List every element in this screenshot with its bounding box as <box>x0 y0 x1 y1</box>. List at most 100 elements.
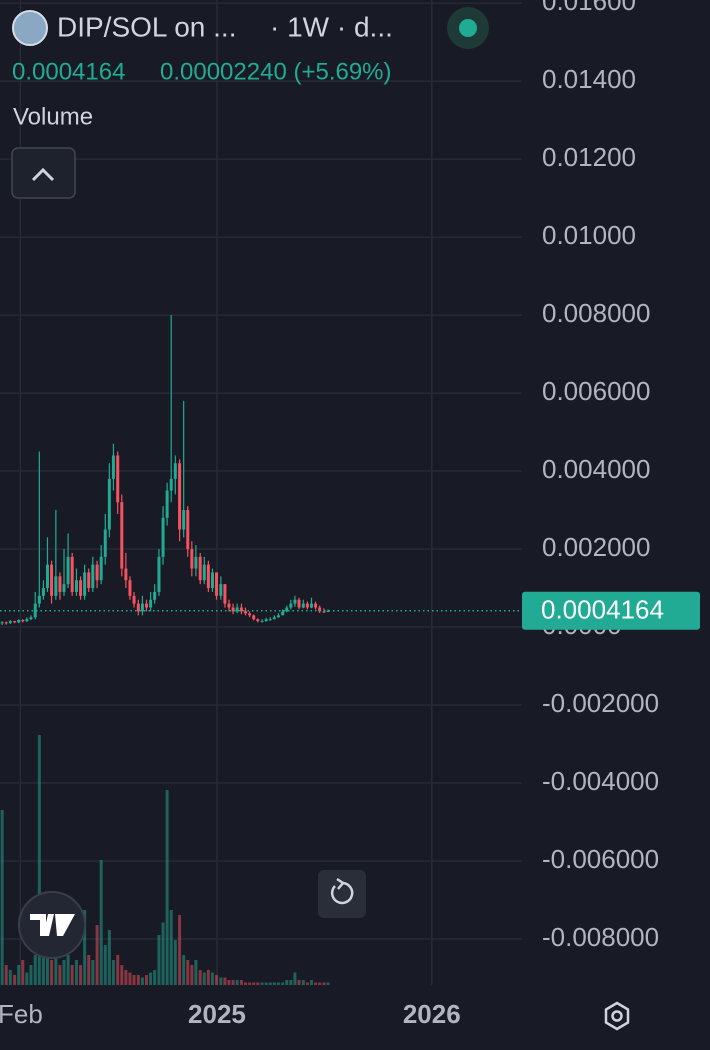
candle-body <box>289 603 293 608</box>
logo-button[interactable] <box>18 891 86 959</box>
candle-body <box>210 572 214 589</box>
candle-body <box>149 599 153 608</box>
volume-bar <box>198 970 202 985</box>
candle-body <box>268 619 272 621</box>
volume-bar <box>25 972 29 985</box>
candle-body <box>70 556 74 592</box>
candle-body <box>281 611 285 616</box>
candle-body <box>190 549 194 569</box>
candle-body <box>194 556 198 569</box>
volume-bar <box>235 980 239 985</box>
volume-bar <box>285 980 289 985</box>
volume-bar <box>74 960 78 985</box>
volume-bar <box>305 982 309 985</box>
volume-bar <box>116 955 120 985</box>
volume-bar <box>62 960 66 985</box>
candle-body <box>13 621 17 623</box>
y-tick-label: -0.008000 <box>542 922 659 952</box>
volume-bar <box>41 935 45 985</box>
candle-body <box>305 603 309 608</box>
volume-bar <box>66 955 70 985</box>
candle-body <box>128 580 132 596</box>
y-tick-label: 0.01400 <box>542 64 636 94</box>
volume-bar <box>272 982 276 985</box>
candle-body <box>124 568 128 581</box>
volume-bar <box>45 950 49 985</box>
volume-bar <box>21 960 25 985</box>
volume-bar <box>136 975 140 985</box>
candle-body <box>103 529 107 557</box>
volume-bar <box>264 982 268 985</box>
symbol[interactable]: DIP/SOL on ... <box>57 11 236 42</box>
candle-body <box>244 611 248 614</box>
candle-body <box>231 607 235 612</box>
candle-body <box>198 556 202 581</box>
volume-bar <box>318 982 322 985</box>
y-tick-label: 0.008000 <box>542 298 650 328</box>
y-tick-label: -0.006000 <box>542 844 659 874</box>
volume-bar <box>145 975 149 985</box>
candle-body <box>285 607 289 612</box>
volume-bar <box>194 960 198 985</box>
volume-bar <box>173 940 177 985</box>
volume-bar <box>99 860 103 985</box>
candle-body <box>157 556 161 592</box>
volume-bar <box>140 977 144 985</box>
y-tick-label: 0.006000 <box>542 376 650 406</box>
candle-body <box>62 584 66 592</box>
collapse-button[interactable] <box>11 147 76 199</box>
candle-body <box>276 615 280 618</box>
symbol-avatar <box>12 10 48 46</box>
volume-bar <box>157 935 161 985</box>
volume-bar <box>322 982 326 985</box>
candle-body <box>252 615 256 620</box>
settings-button[interactable] <box>604 1001 630 1031</box>
candle-body <box>235 607 239 612</box>
logo-icon <box>30 914 75 936</box>
candle-body <box>50 564 54 596</box>
volume-bar <box>256 982 260 985</box>
candle-body <box>8 621 12 624</box>
y-tick-label: 0.01000 <box>542 220 636 250</box>
candle-body <box>33 603 37 618</box>
candle-body <box>260 621 264 623</box>
candle-body <box>322 611 326 613</box>
candle-body <box>21 620 25 622</box>
volume-bar <box>289 980 293 985</box>
reset-arrow <box>336 877 345 890</box>
candle-body <box>219 584 223 596</box>
volume-bar <box>239 980 243 985</box>
candle-body <box>79 580 83 596</box>
candle-body <box>74 580 78 592</box>
volume-bar <box>29 965 33 985</box>
candle-body <box>91 564 95 589</box>
candle-body <box>58 576 62 592</box>
candle-body <box>37 595 41 604</box>
volume-bar <box>190 965 194 985</box>
candle-body <box>25 619 29 622</box>
volume-bar <box>33 955 37 985</box>
volume-bar <box>244 982 248 985</box>
candle-body <box>0 622 4 624</box>
volume-bar <box>301 980 305 985</box>
volume-bar <box>58 965 62 985</box>
volume-bar <box>54 955 58 985</box>
candle-body <box>111 455 115 479</box>
volume-bar <box>309 980 313 985</box>
candle-body <box>153 591 157 600</box>
volume-bar <box>206 970 210 985</box>
candle-body <box>309 603 313 608</box>
y-tick-label: 0.002000 <box>542 532 650 562</box>
candle-body <box>66 556 70 585</box>
interval[interactable]: · 1W · d... <box>270 11 393 42</box>
volume-bar <box>0 810 4 985</box>
candle-body <box>29 617 33 620</box>
legend-price: 0.0004164 <box>12 58 125 85</box>
reset-button[interactable] <box>318 870 366 918</box>
candle-body <box>83 572 87 596</box>
grid <box>0 0 522 985</box>
volume-bar <box>4 965 8 985</box>
volume-bar <box>153 970 157 985</box>
